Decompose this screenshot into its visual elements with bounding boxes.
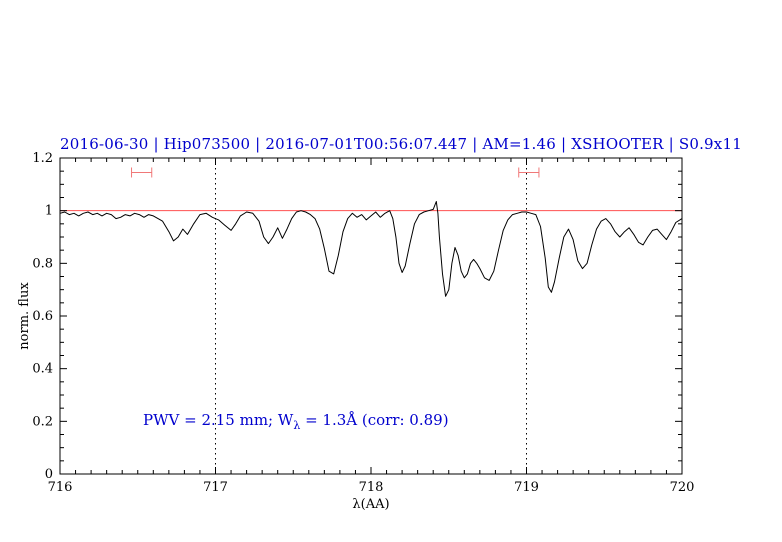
y-tick-label: 0.6 <box>32 309 53 324</box>
pwv-annotation-suffix: = 1.3Å (corr: 0.89) <box>300 411 449 429</box>
wavelength-range-marker <box>518 167 540 178</box>
x-tick-label: 717 <box>203 480 228 495</box>
x-tick-label: 718 <box>359 480 384 495</box>
x-tick-label: 719 <box>514 480 539 495</box>
y-tick-label: 0.4 <box>32 362 53 377</box>
x-tick-label: 716 <box>48 480 73 495</box>
y-tick-label: 1 <box>45 204 53 219</box>
pwv-annotation-lambda-sub: λ <box>293 419 301 432</box>
y-tick-label: 0.8 <box>32 256 53 271</box>
x-axis-label: λ(AA) <box>352 497 390 512</box>
wavelength-range-marker <box>131 167 153 178</box>
pwv-annotation-prefix: PWV = 2.15 mm; W <box>143 411 294 429</box>
y-axis-label: norm. flux <box>17 282 32 350</box>
y-tick-label: 0.2 <box>32 414 53 429</box>
pwv-annotation: PWV = 2.15 mm; Wλ = 1.3Å (corr: 0.89) <box>143 411 449 432</box>
y-tick-label: 0 <box>45 467 53 482</box>
x-tick-label: 720 <box>670 480 695 495</box>
spectrum-line <box>59 201 683 297</box>
y-tick-label: 1.2 <box>32 151 53 166</box>
plot-title: 2016-06-30 | Hip073500 | 2016-07-01T00:5… <box>60 135 742 153</box>
